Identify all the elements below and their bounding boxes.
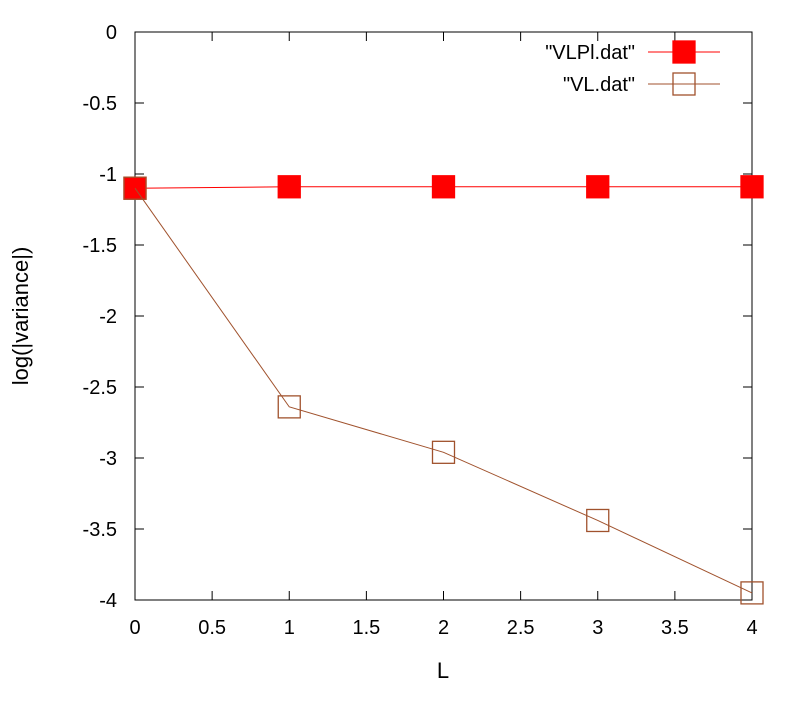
data-point bbox=[586, 508, 610, 533]
data-point bbox=[431, 175, 456, 199]
x-axis-title: L bbox=[437, 658, 449, 683]
x-tick-label: 3.5 bbox=[661, 617, 689, 639]
x-tick-label: 4 bbox=[746, 617, 757, 639]
x-tick-label: 3 bbox=[592, 617, 603, 639]
y-tick-label: -0.5 bbox=[83, 93, 117, 115]
legend: "VLPl.dat" "VL.dat" bbox=[545, 40, 720, 96]
series-0 bbox=[123, 175, 764, 200]
data-point bbox=[586, 175, 610, 199]
data-point bbox=[740, 175, 764, 199]
y-tick-label: -4 bbox=[99, 590, 117, 612]
data-point bbox=[431, 440, 456, 464]
data-point bbox=[277, 395, 301, 419]
y-tick-label: 0 bbox=[106, 22, 117, 44]
legend-label: "VLPl.dat" bbox=[545, 42, 635, 64]
x-tick-label: 2.5 bbox=[507, 617, 535, 639]
series-line bbox=[134, 187, 753, 594]
data-point bbox=[123, 176, 147, 200]
y-axis-title: log(|variance|) bbox=[8, 247, 33, 386]
x-tick-label: 0.5 bbox=[198, 617, 226, 639]
plot-frame bbox=[134, 31, 753, 601]
y-tick-label: -1 bbox=[99, 164, 117, 186]
x-tick-label: 0 bbox=[129, 617, 140, 639]
y-tick-label: -1.5 bbox=[83, 235, 117, 257]
legend-label: "VL.dat" bbox=[563, 74, 635, 96]
legend-marker bbox=[672, 40, 696, 64]
x-tick-label: 1.5 bbox=[352, 617, 380, 639]
y-tick-label: -2 bbox=[99, 306, 117, 328]
legend-marker bbox=[672, 72, 696, 96]
data-point bbox=[740, 581, 764, 605]
x-tick-label: 1 bbox=[284, 617, 295, 639]
y-tick-label: -3.5 bbox=[83, 519, 117, 541]
data-point bbox=[277, 175, 301, 199]
series-1 bbox=[123, 176, 764, 605]
y-tick-label: -3 bbox=[99, 448, 117, 470]
x-tick-label: 2 bbox=[438, 617, 449, 639]
y-tick-label: -2.5 bbox=[83, 377, 117, 399]
series-layer bbox=[123, 175, 764, 605]
ticks-layer: 0 0.5 1 1.5 2 2.5 3 3.5 4 0 -0.5 -1 -1.5 -2 -2.5 -3 -3.5… bbox=[83, 22, 758, 639]
